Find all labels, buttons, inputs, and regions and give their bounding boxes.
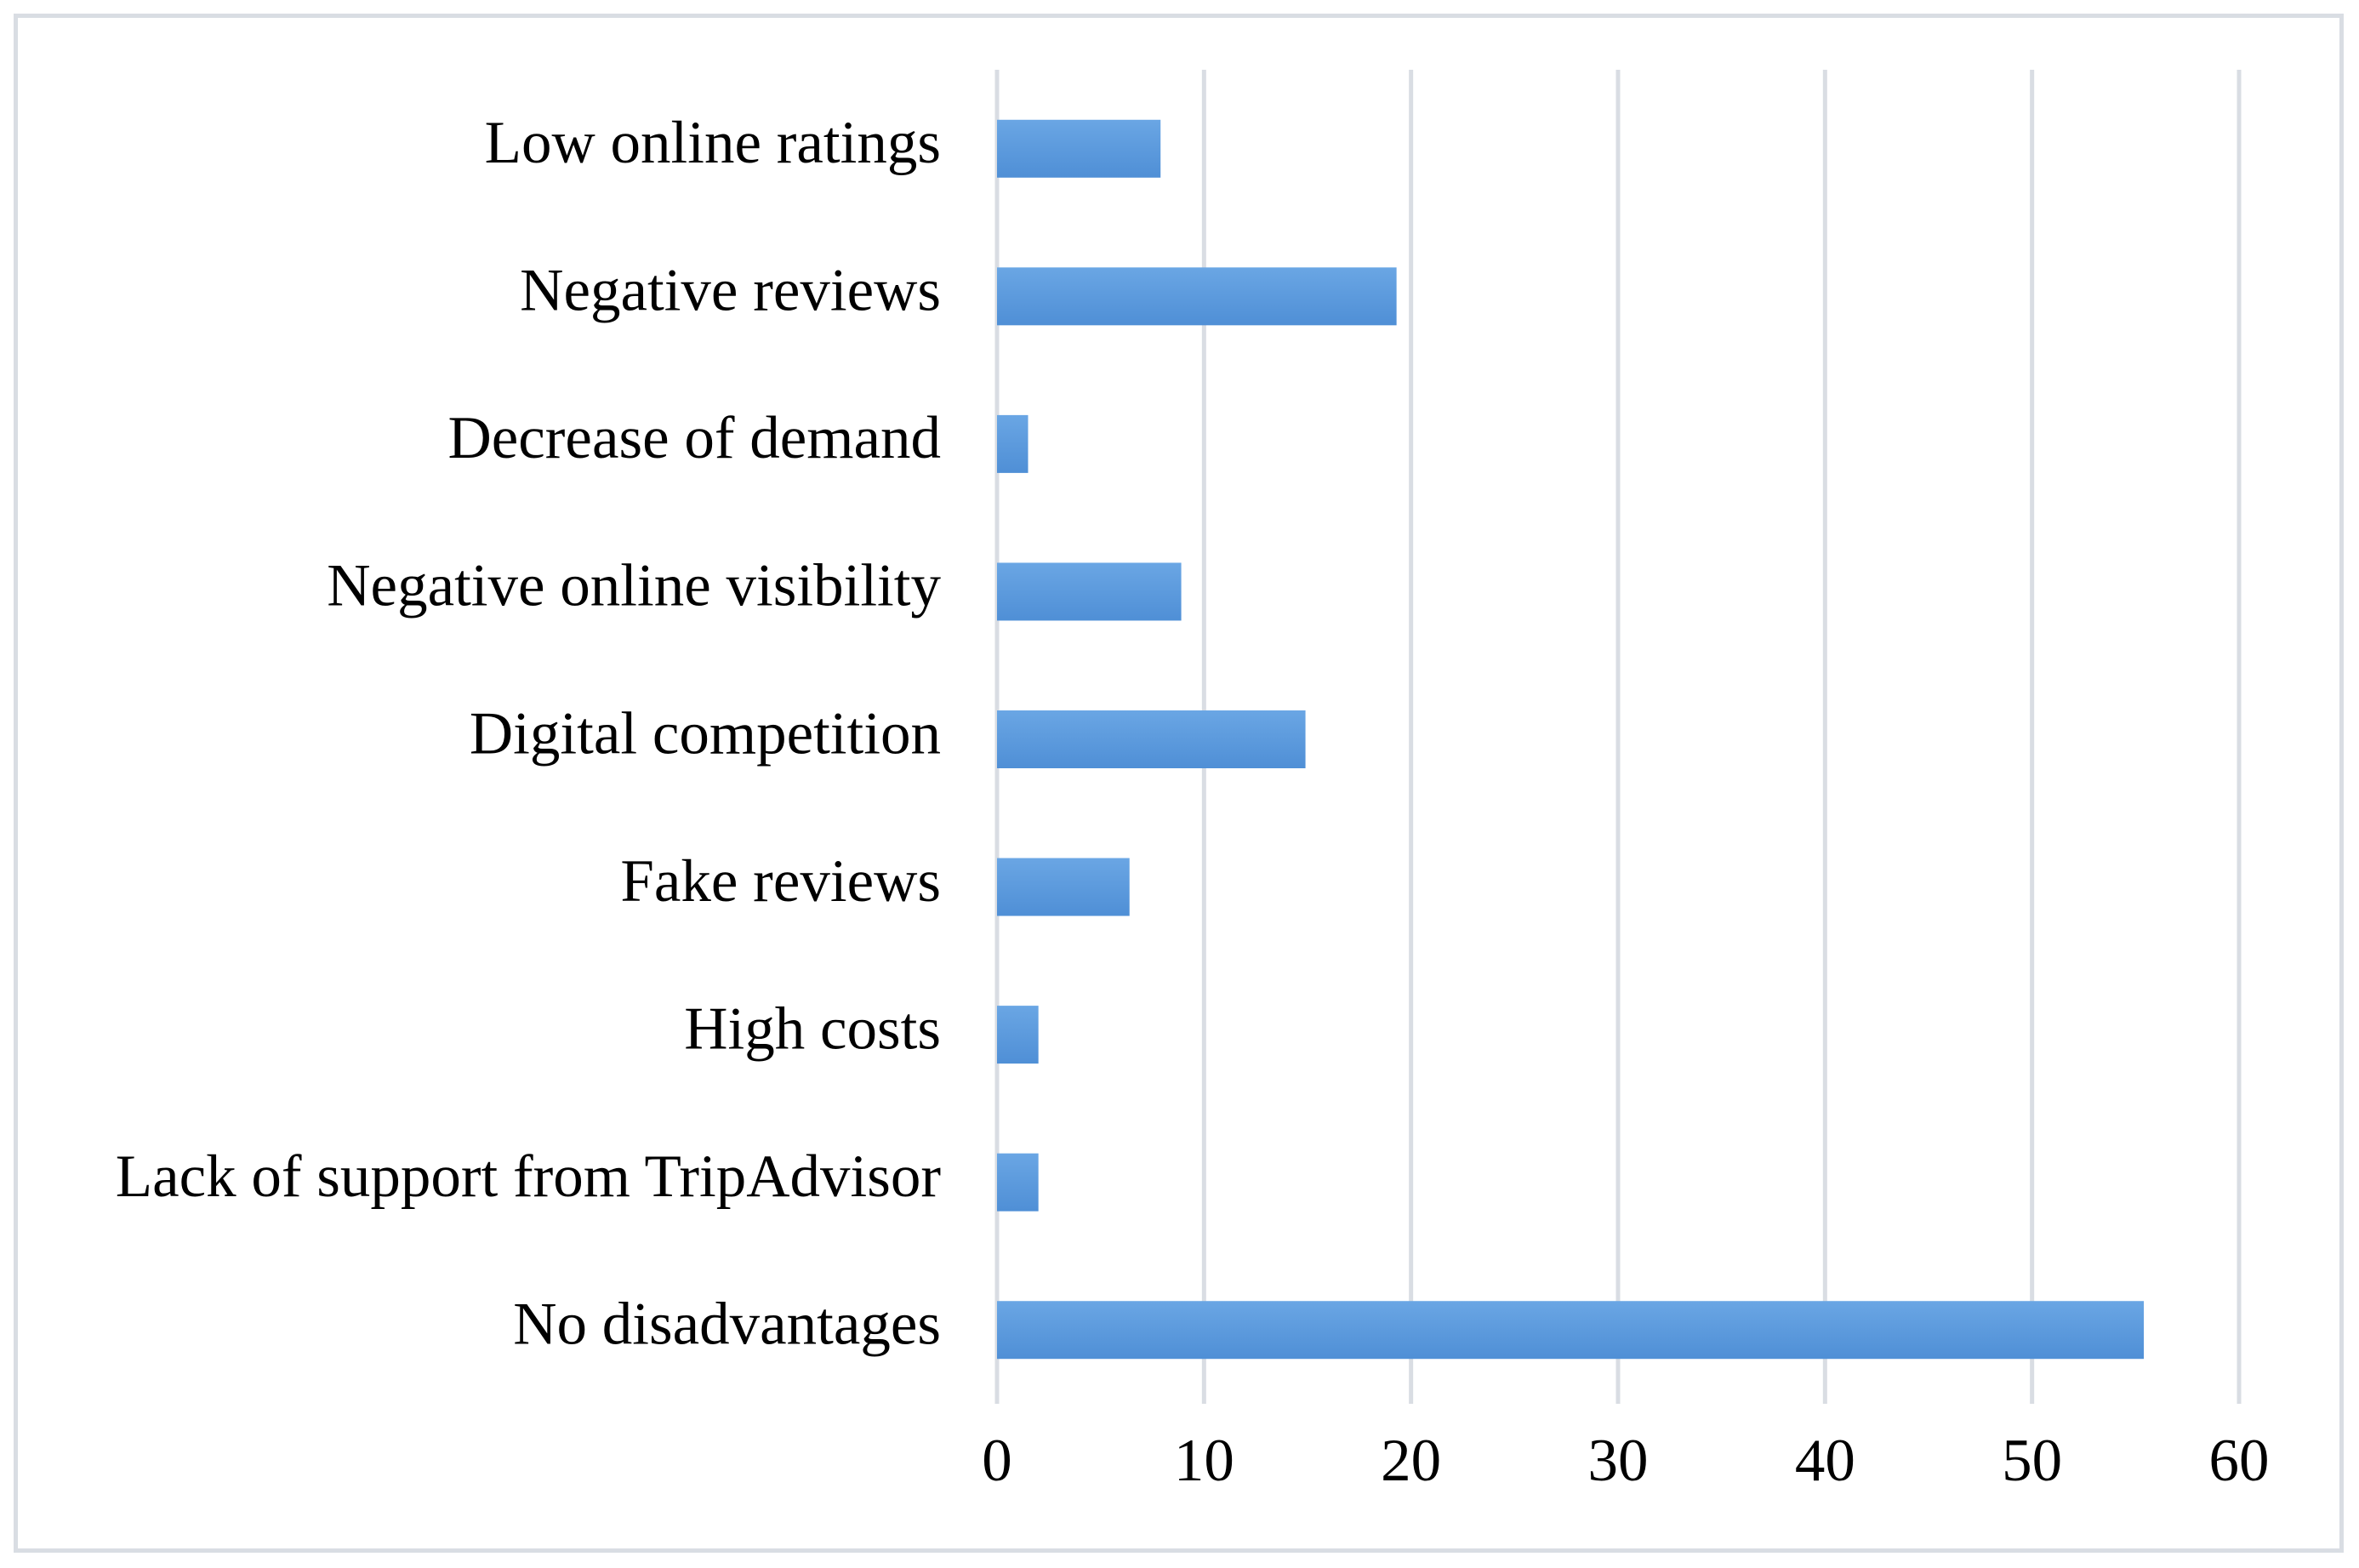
bar-negative-reviews <box>997 267 1397 326</box>
bar-low-online-ratings <box>997 119 1161 178</box>
x-tick-label: 50 <box>2002 1428 2062 1494</box>
bars <box>997 119 2145 1360</box>
category-label: Low online ratings <box>485 110 941 176</box>
x-tick-label: 60 <box>2209 1428 2270 1494</box>
bar-negative-online-visibility <box>997 562 1182 621</box>
category-label: Decrease of demand <box>447 405 941 471</box>
x-tick-label: 40 <box>1795 1428 1855 1494</box>
category-label: Negative online visibility <box>327 553 941 619</box>
category-label: Lack of support from TripAdvisor <box>116 1143 942 1210</box>
category-labels: Low online ratings Negative reviews Decrea… <box>116 110 942 1357</box>
bar-digital-competition <box>997 710 1306 768</box>
bar-no-disadvantages <box>997 1301 2145 1360</box>
bar-decrease-of-demand <box>997 414 1029 473</box>
x-tick-label: 10 <box>1174 1428 1234 1494</box>
category-label: Negative reviews <box>520 258 941 324</box>
x-tick-label: 0 <box>982 1428 1012 1494</box>
bar-high-costs <box>997 1006 1039 1064</box>
bar-lack-of-support-from-tripadvisor <box>997 1153 1039 1212</box>
x-tick-label: 20 <box>1381 1428 1441 1494</box>
category-label: High costs <box>684 995 941 1062</box>
bar-fake-reviews <box>997 858 1130 916</box>
category-label: Digital competition <box>470 700 941 767</box>
x-tick-label: 30 <box>1588 1428 1649 1494</box>
category-label: Fake reviews <box>620 848 941 915</box>
x-axis-tick-labels: 0 10 20 30 40 50 60 <box>982 1428 2269 1494</box>
category-label: No disadvantages <box>513 1291 941 1358</box>
